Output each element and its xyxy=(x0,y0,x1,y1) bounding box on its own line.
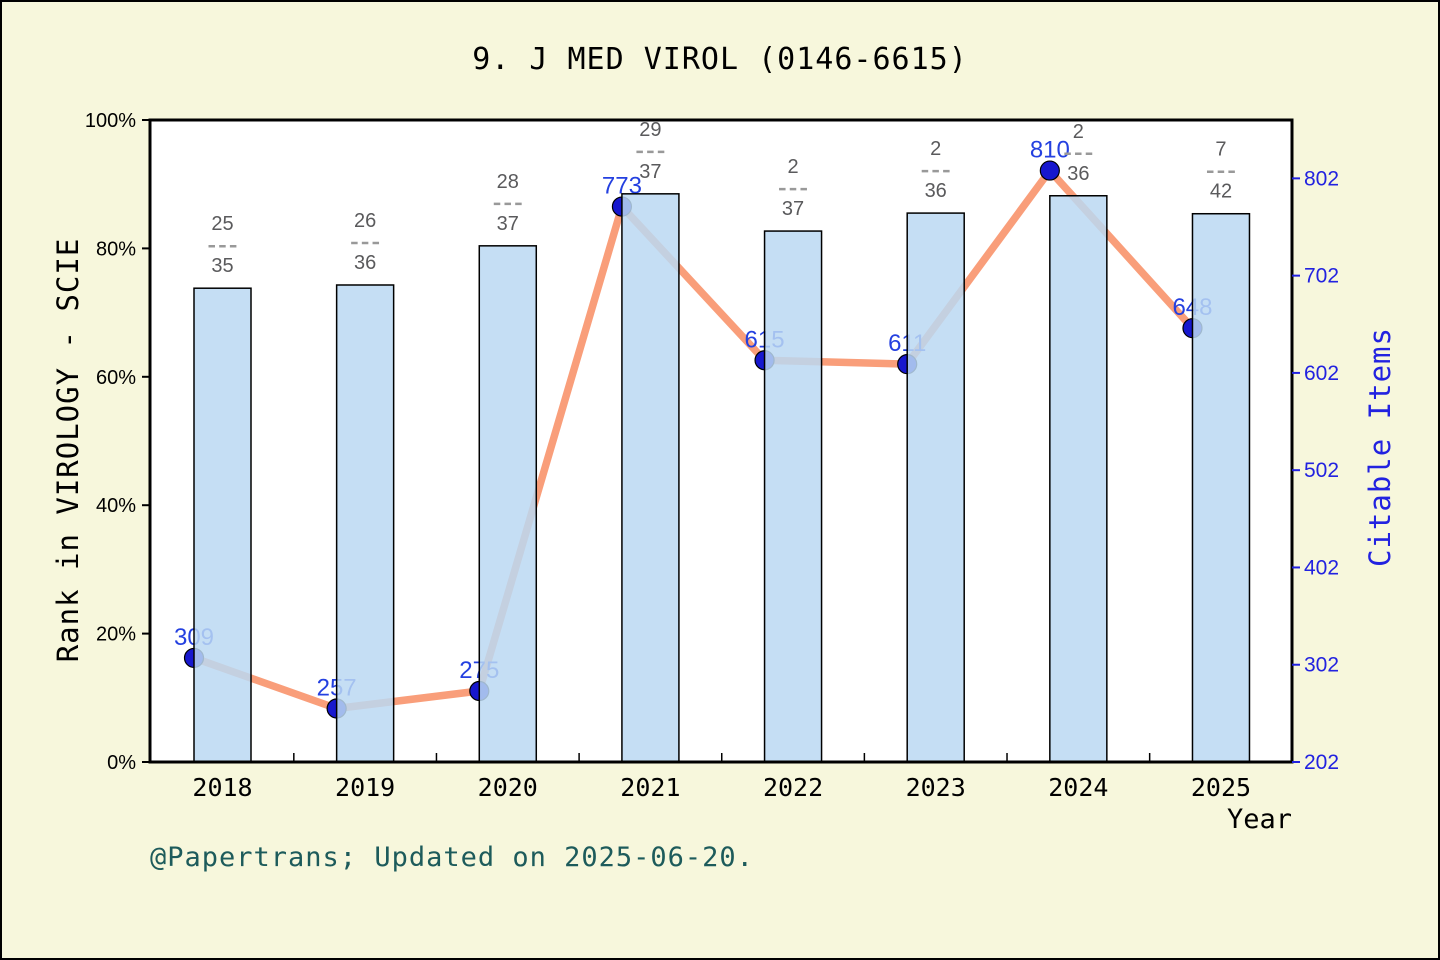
x-tick-label-2021: 2021 xyxy=(620,773,680,802)
rank-denominator-2020: 37 xyxy=(497,213,519,235)
x-tick-label-2023: 2023 xyxy=(906,773,966,802)
rank-numerator-2024: 2 xyxy=(1073,121,1084,143)
x-tick-label-2024: 2024 xyxy=(1048,773,1108,802)
right-tick-label: 802 xyxy=(1304,167,1339,190)
right-tick-label: 302 xyxy=(1304,654,1339,677)
rank-denominator-2024: 36 xyxy=(1067,163,1089,185)
rank-numerator-2020: 28 xyxy=(497,171,519,193)
rank-denominator-2021: 37 xyxy=(639,161,661,183)
watermark-footer: @Papertrans; Updated on 2025-06-20. xyxy=(150,842,754,873)
x-tick-label-2020: 2020 xyxy=(478,773,538,802)
rank-denominator-2019: 36 xyxy=(354,252,376,274)
rank-denominator-2018: 35 xyxy=(211,255,233,277)
bar-2021 xyxy=(621,193,680,763)
chart-title: 9. J MED VIROL (0146-6615) xyxy=(472,42,968,77)
right-tick-label: 402 xyxy=(1304,556,1339,579)
rank-numerator-2022: 2 xyxy=(787,156,798,178)
left-tick-label: 40% xyxy=(96,495,136,517)
left-tick-label: 100% xyxy=(85,110,136,132)
x-tick-label-2018: 2018 xyxy=(192,773,252,802)
x-tick-label-2022: 2022 xyxy=(763,773,823,802)
marker-2024 xyxy=(1039,160,1060,181)
rank-denominator-2022: 37 xyxy=(782,198,804,220)
plot-area xyxy=(150,120,1292,762)
rank-numerator-2025: 7 xyxy=(1215,139,1226,161)
x-tick-label-2025: 2025 xyxy=(1191,773,1251,802)
left-tick-label: 80% xyxy=(96,238,136,260)
right-tick-label: 502 xyxy=(1304,459,1339,482)
rank-numerator-2018: 25 xyxy=(211,213,233,235)
left-tick-label: 20% xyxy=(96,624,136,646)
bar-2024 xyxy=(1049,195,1108,763)
bar-2020 xyxy=(478,245,538,763)
bar-2025 xyxy=(1191,212,1251,763)
rank-numerator-2021: 29 xyxy=(639,119,661,141)
left-axis-title: Rank in VIROLOGY - SCIE xyxy=(51,237,85,663)
x-axis-title: Year xyxy=(1226,804,1292,835)
rank-denominator-2023: 36 xyxy=(925,180,947,202)
right-tick-label: 702 xyxy=(1304,265,1339,288)
bar-2022 xyxy=(763,230,823,763)
plot-frame xyxy=(148,118,1294,764)
point-label-2024: 810 xyxy=(1030,137,1070,164)
left-tick-label: 0% xyxy=(107,752,136,774)
right-axis-title: Citable Items xyxy=(1363,327,1397,567)
bar-2019 xyxy=(335,284,395,763)
bar-2018 xyxy=(193,287,252,763)
right-tick-label: 602 xyxy=(1304,362,1339,385)
x-tick-label-2019: 2019 xyxy=(335,773,395,802)
rank-numerator-2023: 2 xyxy=(930,138,941,160)
left-tick-label: 60% xyxy=(96,367,136,389)
rank-denominator-2025: 42 xyxy=(1210,181,1232,203)
bar-2023 xyxy=(906,212,965,763)
right-tick-label: 202 xyxy=(1304,751,1339,774)
rank-numerator-2019: 26 xyxy=(354,210,376,232)
